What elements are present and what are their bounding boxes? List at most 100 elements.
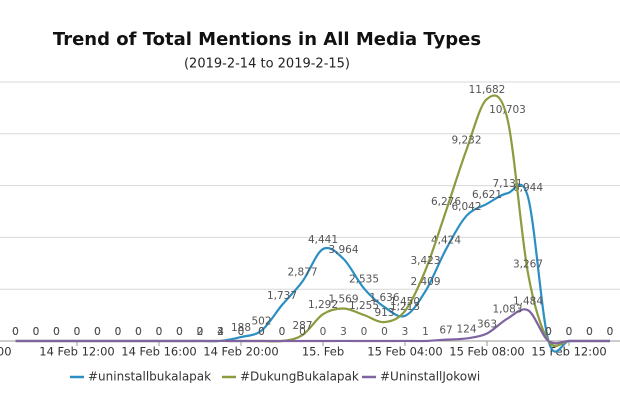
data-label: 11,682 — [469, 84, 506, 96]
data-label: 2,535 — [349, 273, 379, 285]
data-label: 0 — [115, 326, 122, 338]
data-label: 4,441 — [308, 234, 338, 246]
data-label: 0 — [156, 326, 163, 338]
data-label: 0 — [33, 326, 40, 338]
data-label: 1,083 — [492, 304, 522, 316]
data-label: 287 — [292, 320, 312, 332]
data-label: 4,424 — [431, 234, 461, 246]
x-tick-label: 14 Feb 16:00 — [121, 345, 196, 359]
data-label: 0 — [94, 326, 101, 338]
data-label: 0 — [258, 326, 265, 338]
chart-title: Trend of Total Mentions in All Media Typ… — [53, 29, 481, 50]
data-label: 0 — [53, 326, 60, 338]
data-label: 0 — [12, 326, 19, 338]
x-tick-label: 15 Feb 08:00 — [449, 345, 524, 359]
data-label: 3 — [217, 326, 224, 338]
data-label: 0 — [12, 326, 19, 338]
data-label: 1,484 — [513, 295, 543, 307]
data-label: 0 — [545, 326, 552, 338]
x-tick-label: 08:00 — [0, 345, 12, 359]
data-label: 0 — [545, 326, 552, 338]
data-label: 0 — [258, 326, 265, 338]
data-label: 1 — [422, 326, 429, 338]
x-tick-label: 14 Feb 12:00 — [39, 345, 114, 359]
data-label: 1,213 — [390, 301, 420, 313]
data-label: 0 — [279, 326, 286, 338]
data-label: 0 — [197, 326, 204, 338]
data-label: 0 — [176, 326, 183, 338]
data-label: 0 — [586, 326, 593, 338]
data-label: 0 — [566, 326, 573, 338]
data-label: 0 — [33, 326, 40, 338]
data-label: 6,621 — [472, 189, 502, 201]
legend-label[interactable]: #DukungBukalapak — [240, 370, 359, 384]
data-label: 0 — [135, 326, 142, 338]
data-label: 0 — [33, 326, 40, 338]
legend-label[interactable]: #uninstallbukalapak — [88, 370, 211, 384]
data-label: 1,569 — [328, 293, 358, 305]
data-label: 2,409 — [410, 276, 440, 288]
data-label: 3,423 — [410, 255, 440, 267]
data-label: 0 — [115, 326, 122, 338]
data-label: 0 — [135, 326, 142, 338]
data-label: 0 — [607, 326, 614, 338]
chart-subtitle: (2019-2-14 to 2019-2-15) — [184, 57, 350, 72]
data-label: 124 — [456, 323, 476, 335]
data-label: 6,276 — [431, 196, 461, 208]
data-label: 10,703 — [489, 104, 526, 116]
data-label: 0 — [279, 326, 286, 338]
data-label: 0 — [74, 326, 81, 338]
data-label: 0 — [53, 326, 60, 338]
x-tick-label: 14 Feb 20:00 — [203, 345, 278, 359]
data-label: 0 — [381, 326, 388, 338]
data-label: 2 — [197, 326, 204, 338]
data-label: 3,964 — [328, 244, 358, 256]
data-label: 1,292 — [308, 299, 338, 311]
x-tick-label: 15. Feb — [302, 345, 344, 359]
data-label: 188 — [231, 322, 251, 334]
data-label: 3,267 — [513, 258, 543, 270]
data-label: 2,877 — [287, 266, 317, 278]
data-label: 0 — [115, 326, 122, 338]
data-label: 0 — [607, 326, 614, 338]
data-label: 2 — [217, 326, 224, 338]
data-label: 0 — [94, 326, 101, 338]
data-label: 0 — [74, 326, 81, 338]
data-label: 1,255 — [349, 300, 379, 312]
data-label: 0 — [12, 326, 19, 338]
data-label: 0 — [156, 326, 163, 338]
data-label: 3 — [402, 326, 409, 338]
data-label: 0 — [238, 326, 245, 338]
x-tick-label: 15 Feb 04:00 — [367, 345, 442, 359]
data-label: 0 — [74, 326, 81, 338]
data-label: 3 — [340, 326, 347, 338]
data-label: 0 — [94, 326, 101, 338]
series-line — [15, 308, 610, 345]
data-label: 1,636 — [369, 292, 399, 304]
data-label: 67 — [439, 325, 452, 337]
data-label: 4 — [217, 326, 224, 338]
data-label: 0 — [176, 326, 183, 338]
data-label: 0 — [238, 326, 245, 338]
data-label: 1,450 — [390, 296, 420, 308]
data-label: 0 — [53, 326, 60, 338]
data-label: 0 — [607, 326, 614, 338]
data-label: 1,737 — [267, 290, 297, 302]
data-label: 0 — [156, 326, 163, 338]
data-label: 0 — [586, 326, 593, 338]
data-label: 6,944 — [513, 182, 543, 194]
data-label: 0 — [320, 326, 327, 338]
data-label: 0 — [586, 326, 593, 338]
data-label: 0 — [135, 326, 142, 338]
data-label: 9,232 — [451, 135, 481, 147]
data-label: 7,131 — [492, 178, 522, 190]
data-label: 363 — [477, 318, 497, 330]
data-label: 913 — [374, 307, 394, 319]
legend-label[interactable]: #UninstallJokowi — [380, 370, 480, 384]
data-label: 502 — [251, 316, 271, 328]
data-label: 0 — [176, 326, 183, 338]
data-label: 0 — [197, 326, 204, 338]
data-label: 0 — [566, 326, 573, 338]
data-label: 0 — [545, 326, 552, 338]
